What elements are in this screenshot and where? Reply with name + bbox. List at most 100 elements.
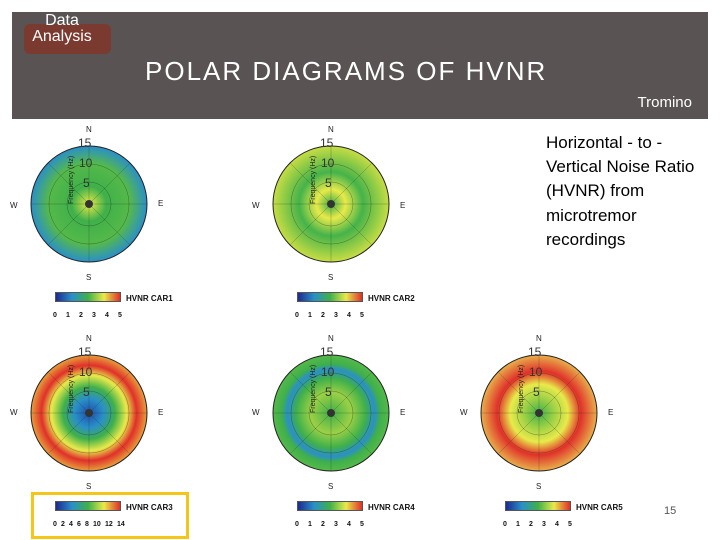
south-label: S <box>86 482 92 491</box>
ring-label-15: 15 <box>320 345 334 359</box>
tick-label: 14 <box>117 521 125 528</box>
polar-panel-car4: N S E W Frequency (Hz) 15 10 5 HVNR CAR4… <box>244 333 419 540</box>
ring-label-10: 10 <box>529 365 543 379</box>
colorbar-title: HVNR CAR3 <box>126 503 173 512</box>
tick-label: 4 <box>105 312 109 319</box>
west-label: W <box>460 408 468 417</box>
tick-label: 1 <box>516 521 520 528</box>
north-label: N <box>86 125 92 134</box>
frequency-axis-label: Frequency (Hz) <box>68 155 75 204</box>
ring-label-10: 10 <box>321 365 335 379</box>
ring-label-15: 15 <box>528 345 542 359</box>
colorbar <box>55 292 121 302</box>
north-label: N <box>86 334 92 343</box>
tick-label: 3 <box>334 312 338 319</box>
tick-label: 12 <box>105 521 113 528</box>
section-tag-label: Data Analysis <box>32 12 92 45</box>
west-label: W <box>10 201 18 210</box>
north-label: N <box>536 334 542 343</box>
ring-label-15: 15 <box>320 136 334 150</box>
ring-label-15: 15 <box>78 136 92 150</box>
south-label: S <box>328 273 334 282</box>
colorbar <box>297 501 363 511</box>
ring-label-10: 10 <box>79 156 93 170</box>
polar-diagram-car3 <box>30 354 148 472</box>
tick-label: 0 <box>53 521 57 528</box>
west-label: W <box>252 201 260 210</box>
tick-label: 2 <box>61 521 65 528</box>
frequency-axis-label: Frequency (Hz) <box>310 155 317 204</box>
south-label: S <box>328 482 334 491</box>
polar-diagram-car1 <box>30 145 148 263</box>
slide-number: 15 <box>664 505 677 517</box>
tick-label: 2 <box>321 521 325 528</box>
tick-label: 5 <box>360 521 364 528</box>
south-label: S <box>536 482 542 491</box>
east-label: E <box>158 199 164 208</box>
colorbar-title: HVNR CAR2 <box>368 294 415 303</box>
ring-label-5: 5 <box>533 385 540 399</box>
tick-label: 4 <box>69 521 73 528</box>
tick-label: 0 <box>53 312 57 319</box>
description-text: Horizontal - to - Vertical Noise Ratio (… <box>546 133 695 249</box>
east-label: E <box>608 408 614 417</box>
colorbar <box>55 501 121 511</box>
colorbar-title: HVNR CAR5 <box>576 503 623 512</box>
east-label: E <box>400 408 406 417</box>
tick-label: 5 <box>118 312 122 319</box>
tick-label: 1 <box>66 312 70 319</box>
polar-panel-car5: N S E W Frequency (Hz) 15 10 5 HVNR CAR5… <box>452 333 627 540</box>
tick-label: 4 <box>347 312 351 319</box>
colorbar-title: HVNR CAR1 <box>126 294 173 303</box>
polar-diagram-car5 <box>480 354 598 472</box>
east-label: E <box>400 201 406 210</box>
polar-diagram-car4 <box>272 354 390 472</box>
tick-label: 0 <box>503 521 507 528</box>
north-label: N <box>328 334 334 343</box>
slide-title: POLAR DIAGRAMS OF HVNR <box>145 56 548 86</box>
tick-label: 3 <box>92 312 96 319</box>
header-bar <box>12 12 708 119</box>
ring-label-5: 5 <box>83 385 90 399</box>
frequency-axis-label: Frequency (Hz) <box>518 364 525 413</box>
tick-label: 8 <box>85 521 89 528</box>
tick-label: 10 <box>93 521 101 528</box>
polar-panel-car3: N S E W Frequency (Hz) 15 10 5 HVNR CAR3… <box>2 333 177 540</box>
section-tag <box>24 24 111 54</box>
tick-label: 6 <box>77 521 81 528</box>
ring-label-5: 5 <box>83 176 90 190</box>
ring-label-5: 5 <box>325 385 332 399</box>
frequency-axis-label: Frequency (Hz) <box>68 364 75 413</box>
west-label: W <box>10 408 18 417</box>
south-label: S <box>86 273 92 282</box>
ring-label-10: 10 <box>79 365 93 379</box>
tick-label: 5 <box>360 312 364 319</box>
north-label: N <box>328 125 334 134</box>
colorbar <box>297 292 363 302</box>
ring-label-15: 15 <box>78 345 92 359</box>
east-label: E <box>158 408 164 417</box>
colorbar-title: HVNR CAR4 <box>368 503 415 512</box>
tick-label: 0 <box>295 521 299 528</box>
tick-label: 3 <box>542 521 546 528</box>
ring-label-5: 5 <box>325 176 332 190</box>
west-label: W <box>252 408 260 417</box>
tick-label: 2 <box>321 312 325 319</box>
colorbar <box>505 501 571 511</box>
ring-label-10: 10 <box>321 156 335 170</box>
tick-label: 4 <box>347 521 351 528</box>
frequency-axis-label: Frequency (Hz) <box>310 364 317 413</box>
tick-label: 2 <box>79 312 83 319</box>
tick-label: 1 <box>308 521 312 528</box>
polar-panel-car1: N S E W Frequency (Hz) 15 10 5 HVNR CAR1… <box>2 124 177 334</box>
tick-label: 2 <box>529 521 533 528</box>
tick-label: 0 <box>295 312 299 319</box>
polar-panel-car2: N S E W Frequency (Hz) 15 10 5 HVNR CAR2… <box>244 124 419 334</box>
polar-diagram-car2 <box>272 145 390 263</box>
tick-label: 1 <box>308 312 312 319</box>
highlight-frame <box>31 492 189 539</box>
tick-label: 3 <box>334 521 338 528</box>
tick-label: 5 <box>568 521 572 528</box>
tick-label: 4 <box>555 521 559 528</box>
slide-subtitle: Tromino <box>637 94 692 111</box>
